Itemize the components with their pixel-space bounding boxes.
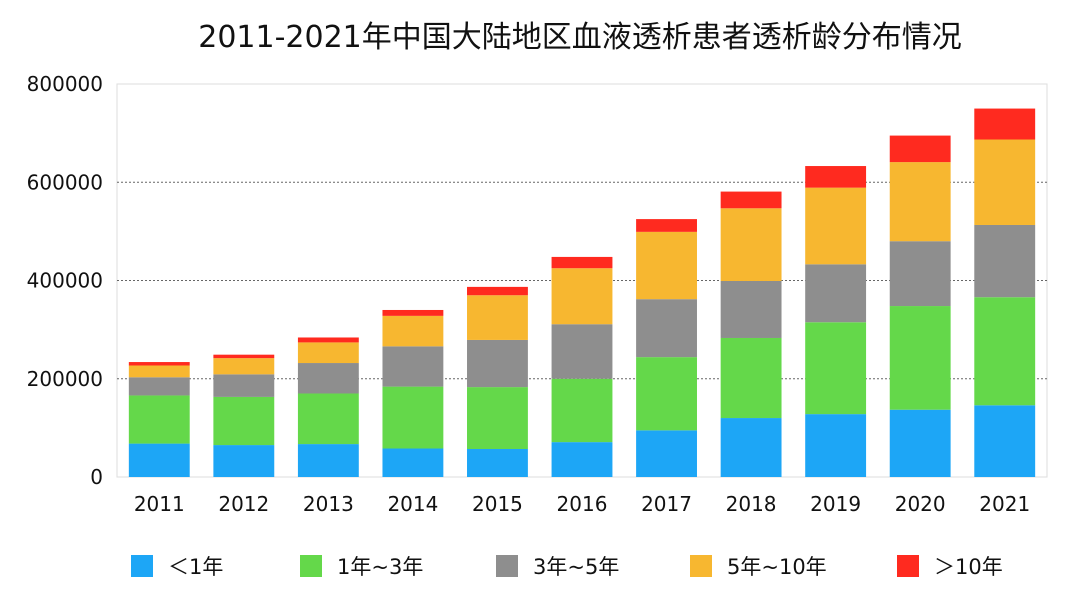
bar-segment-2015-s2 [467, 339, 528, 388]
x-axis-ticks: 2011 2012 2013 2014 2015 2016 2017 2018 2019 2020… [134, 492, 1030, 516]
y-tick-label: 600000 [27, 170, 103, 194]
bar-segment-2017-s4 [636, 219, 697, 232]
legend-swatch [496, 555, 518, 577]
x-tick-label: 2018 [726, 492, 777, 516]
bar-segment-2012-s1 [213, 396, 275, 446]
bar-segment-2018-s3 [720, 208, 782, 281]
bar-segment-2015-s0 [467, 448, 528, 477]
bar-segment-2020-s1 [889, 306, 951, 410]
bar-segment-2018-s2 [720, 280, 782, 338]
y-tick-label: 800000 [27, 72, 103, 96]
bar-segment-2012-s2 [213, 374, 275, 397]
bar-segment-2014-s3 [382, 315, 444, 347]
bar-segment-2019-s0 [805, 414, 867, 477]
legend-label: ＞10年 [934, 555, 1003, 579]
x-tick-label: 2012 [218, 492, 269, 516]
bar-segment-2016-s3 [551, 268, 613, 325]
bar-segment-2014-s2 [382, 346, 444, 387]
legend-item-s1: 1年~3年 [300, 555, 423, 579]
x-tick-label: 2021 [979, 492, 1030, 516]
legend-swatch [690, 555, 712, 577]
x-tick-label: 2014 [387, 492, 438, 516]
bar-segment-2011-s3 [128, 365, 190, 378]
bar-segment-2016-s1 [551, 378, 613, 443]
bar-segment-2013-s1 [297, 393, 359, 445]
bar-segment-2011-s0 [128, 443, 190, 477]
bar-segment-2011-s1 [128, 395, 190, 444]
x-tick-label: 2019 [810, 492, 861, 516]
y-tick-label: 400000 [27, 269, 103, 293]
bar-segment-2016-s4 [551, 256, 613, 269]
bar-segment-2017-s0 [636, 430, 697, 477]
bar-segment-2016-s0 [551, 442, 613, 477]
bar-segment-2013-s2 [297, 363, 359, 394]
bar-segment-2012-s3 [213, 358, 275, 375]
bar-segment-2014-s0 [382, 448, 444, 477]
legend-label: ＜1年 [168, 555, 223, 579]
bar-segment-2020-s4 [889, 135, 951, 163]
bar-segment-2018-s1 [720, 337, 782, 419]
bar-segment-2017-s1 [636, 357, 697, 431]
bar-segment-2019-s4 [805, 166, 867, 188]
bar-segment-2020-s0 [889, 409, 951, 477]
bar-segment-2019-s1 [805, 322, 867, 415]
bar-segment-2021-s0 [974, 405, 1036, 477]
bar-segment-2018-s0 [720, 418, 782, 477]
bar-segment-2017-s3 [636, 231, 697, 300]
bar-segment-2011-s4 [128, 362, 190, 366]
bar-segment-2021-s4 [974, 108, 1036, 140]
x-tick-label: 2015 [472, 492, 523, 516]
bar-segment-2013-s3 [297, 342, 359, 364]
bar-segment-2015-s4 [467, 286, 528, 296]
y-axis-ticks: 0 200000 400000 600000 800000 [27, 72, 103, 489]
bar-segment-2014-s1 [382, 386, 444, 449]
bar-segment-2015-s1 [467, 387, 528, 449]
legend: ＜1年 1年~3年 3年~5年 5年~10年 ＞10年 [131, 555, 1003, 579]
bar-segment-2011-s2 [128, 377, 190, 396]
y-tick-label: 0 [90, 465, 103, 489]
bar-segment-2021-s3 [974, 139, 1036, 225]
x-tick-label: 2017 [641, 492, 692, 516]
bar-segment-2021-s2 [974, 224, 1036, 298]
legend-label: 5年~10年 [727, 555, 827, 579]
bar-segment-2012-s4 [213, 354, 275, 359]
bar-segment-2021-s1 [974, 297, 1036, 406]
bar-segment-2014-s4 [382, 309, 444, 316]
legend-swatch [131, 555, 153, 577]
x-tick-label: 2013 [303, 492, 354, 516]
legend-item-s3: 5年~10年 [690, 555, 827, 579]
legend-item-s0: ＜1年 [131, 555, 223, 579]
chart-title: 2011-2021年中国大陆地区血液透析患者透析龄分布情况 [198, 20, 962, 55]
x-tick-label: 2020 [895, 492, 946, 516]
y-tick-label: 200000 [27, 367, 103, 391]
bar-segment-2019-s2 [805, 264, 867, 323]
bar-segment-2017-s2 [636, 299, 697, 358]
bar-segment-2020-s3 [889, 162, 951, 242]
legend-swatch [897, 555, 919, 577]
bar-segment-2013-s4 [297, 337, 359, 343]
legend-item-s2: 3年~5年 [496, 555, 619, 579]
bar-segment-2013-s0 [297, 444, 359, 477]
x-tick-label: 2016 [557, 492, 608, 516]
bar-segment-2018-s4 [720, 191, 782, 209]
bar-segment-2012-s0 [213, 445, 275, 477]
legend-label: 1年~3年 [337, 555, 423, 579]
bar-segment-2015-s3 [467, 295, 528, 340]
bar-segment-2019-s3 [805, 187, 867, 265]
legend-item-s4: ＞10年 [897, 555, 1003, 579]
x-tick-label: 2011 [134, 492, 185, 516]
bar-segment-2016-s2 [551, 324, 613, 379]
bars [128, 108, 1036, 477]
legend-label: 3年~5年 [533, 555, 619, 579]
legend-swatch [300, 555, 322, 577]
bar-segment-2020-s2 [889, 241, 951, 307]
